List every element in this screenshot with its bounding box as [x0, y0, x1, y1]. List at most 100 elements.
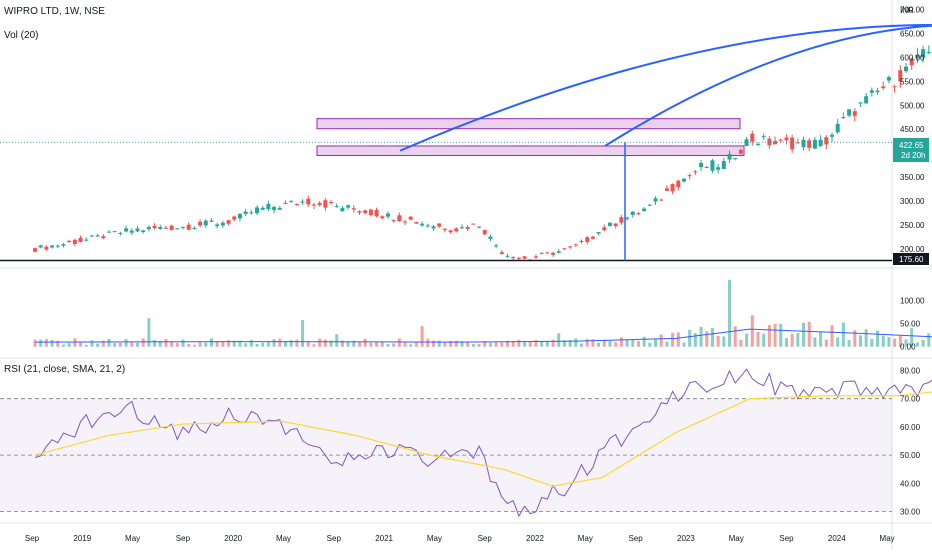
candle [135, 228, 140, 232]
candle [869, 90, 874, 93]
candle [118, 232, 123, 234]
volume-bar [807, 322, 811, 347]
volume-bar [232, 340, 236, 347]
candle [215, 224, 220, 227]
volume-bar [329, 340, 333, 347]
candle [84, 239, 89, 241]
candle [141, 230, 146, 233]
volume-bar [767, 325, 771, 347]
volume-bar [386, 344, 390, 347]
time-axis-tick: Sep [327, 534, 342, 543]
volume-bar [511, 341, 515, 347]
candle [579, 241, 584, 243]
volume-bar [147, 318, 151, 347]
volume-bar [335, 334, 339, 347]
candle [607, 222, 612, 227]
candle [681, 178, 686, 182]
price-axis-tick: 300.00 [900, 197, 925, 206]
volume-bar [568, 340, 572, 347]
candle [687, 175, 692, 177]
candle [351, 208, 356, 210]
candle [420, 223, 425, 226]
time-axis-tick: May [427, 534, 442, 543]
candle [909, 58, 914, 66]
volume-bar [33, 339, 37, 347]
volume-bar [858, 335, 862, 347]
volume-bar [733, 326, 737, 347]
last-price-tag [893, 138, 929, 162]
volume-bar [192, 344, 196, 347]
volume-bar [426, 338, 430, 347]
volume-bar [608, 340, 612, 347]
volume-bar [756, 331, 760, 347]
candle [630, 211, 635, 216]
volume-bar [853, 330, 857, 347]
candle [146, 227, 151, 230]
candle [368, 209, 373, 216]
price-axis-tick: 200.00 [900, 245, 925, 254]
candle [693, 171, 698, 173]
volume-axis-tick: 100.00 [900, 296, 925, 305]
volume-bar [238, 340, 242, 347]
candle [374, 209, 379, 217]
volume-bar [813, 337, 817, 347]
volume-bar [118, 342, 122, 347]
candle [926, 52, 931, 54]
candle [448, 230, 453, 233]
volume-bar [209, 338, 213, 347]
volume-bar [494, 342, 498, 347]
candle [403, 221, 408, 223]
candle [124, 228, 129, 232]
support-price-tag [893, 253, 929, 265]
candle [767, 138, 772, 146]
support-price-value: 175.60 [899, 255, 924, 264]
volume-bar [745, 333, 749, 347]
candle [852, 111, 857, 116]
candle [340, 208, 345, 212]
candle [283, 202, 288, 204]
price-axis-tick: 350.00 [900, 173, 925, 182]
volume-bar [357, 341, 361, 347]
volume-bar [796, 333, 800, 347]
time-axis-tick: May [729, 534, 744, 543]
volume-bar [44, 339, 48, 347]
candle [875, 90, 880, 93]
volume-bar [688, 329, 692, 347]
volume-bar [517, 339, 521, 347]
time-axis-tick: 2022 [526, 534, 544, 543]
volume-bar [904, 339, 908, 347]
candle [710, 160, 715, 171]
volume-bar [893, 338, 897, 347]
time-axis-tick: May [276, 534, 291, 543]
candle [226, 220, 231, 224]
candle [158, 227, 163, 229]
candle [33, 248, 37, 252]
candle [653, 198, 658, 202]
volume-bar [488, 342, 492, 347]
volume-bar [762, 333, 766, 347]
candle [129, 230, 134, 233]
candle [892, 86, 897, 88]
volume-bar [881, 335, 885, 347]
volume-bar [648, 342, 652, 347]
candle [471, 223, 476, 225]
time-axis-tick: 2020 [224, 534, 242, 543]
rsi-ma-line [34, 391, 932, 487]
candle [773, 141, 778, 145]
candle [613, 223, 618, 227]
countdown-value: 2d 20h [901, 151, 925, 160]
volume-bar [534, 340, 538, 347]
volume-bar [153, 339, 157, 347]
candle [704, 167, 709, 169]
candle [801, 139, 806, 148]
volume-bar [346, 341, 350, 347]
time-axis-tick: 2021 [375, 534, 393, 543]
volume-bar [158, 340, 162, 347]
candle [329, 202, 334, 204]
rsi-axis-tick: 30.00 [900, 508, 921, 517]
candle [494, 245, 499, 247]
candle [385, 213, 390, 217]
candle [636, 213, 641, 215]
